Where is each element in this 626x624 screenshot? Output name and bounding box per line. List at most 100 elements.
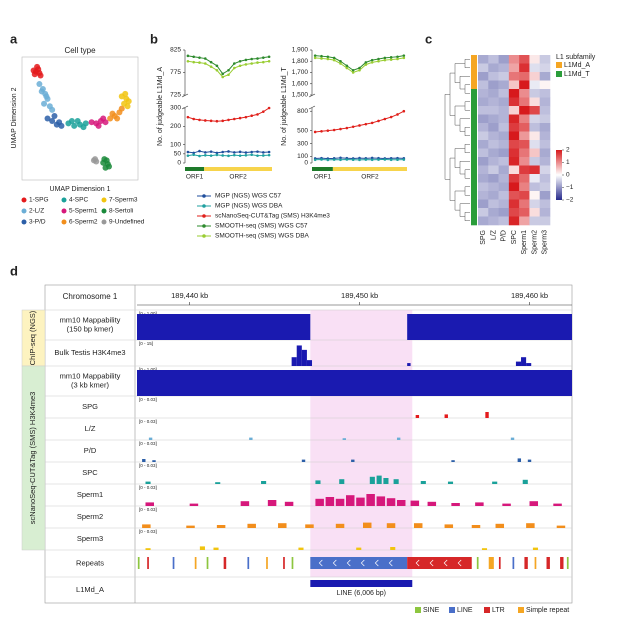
heatmap-cell (508, 114, 520, 124)
marker (215, 151, 219, 155)
point (38, 88, 45, 95)
repeat-block (534, 557, 537, 569)
marker (215, 64, 219, 68)
coverage-bar (420, 481, 426, 484)
marker (198, 154, 201, 158)
heatmap-cell (488, 182, 499, 192)
heatmap-cell (498, 174, 510, 183)
marker (358, 124, 361, 127)
legend-label: SMOOTH-seq (SMS) WGS DBA (215, 233, 310, 240)
coverage-bar (240, 501, 250, 506)
heatmap-cell (529, 55, 541, 64)
marker (377, 59, 380, 63)
marker (221, 154, 224, 157)
heatmap-cell (478, 131, 489, 141)
coverage-bar (142, 524, 151, 528)
row-annotation (471, 165, 477, 175)
heatmap-cell (539, 80, 551, 90)
coverage-bar (553, 503, 562, 506)
marker (198, 56, 201, 59)
coverage-bar (152, 460, 156, 462)
heatmap-cell (539, 63, 551, 73)
marker (192, 55, 195, 59)
row-annotation (471, 157, 477, 166)
heatmap-cell (478, 148, 489, 158)
y-tick-label: 200 (170, 123, 181, 130)
marker (345, 126, 349, 130)
colorbar-label: −1 (566, 184, 574, 191)
strand-arrow (346, 559, 351, 567)
marker (351, 71, 355, 74)
coverage-bar (306, 360, 313, 366)
strand-arrow (332, 559, 337, 567)
marker (267, 59, 271, 63)
legend-label: 7-Sperm3 (109, 197, 138, 204)
heatmap-cell (519, 63, 530, 73)
marker (233, 151, 236, 154)
repeat-block (310, 557, 408, 569)
coverage-bar (315, 498, 324, 506)
strand-arrow (429, 559, 434, 567)
heatmap-cell (519, 208, 530, 217)
marker (186, 150, 190, 154)
y-tick-label: 1,900 (292, 47, 309, 54)
marker (192, 151, 195, 155)
heatmap-cell (488, 208, 499, 217)
range-label: [0 - 0.03] (139, 485, 157, 490)
track-label: (150 bp kmer) (67, 324, 114, 333)
group-label: scNanoSeq-CUT&Tag (SMS) H3K4me3 (28, 392, 37, 525)
legend-marker (202, 204, 206, 208)
legend-marker (101, 219, 107, 225)
coverage-bar (247, 523, 256, 528)
marker (383, 56, 387, 60)
heatmap-cell (498, 182, 510, 192)
heatmap-cell (529, 165, 541, 175)
legend-marker (21, 208, 27, 214)
heatmap-cell (488, 174, 499, 183)
heatmap-cell (478, 97, 489, 107)
heatmap-cell (488, 106, 499, 115)
orf-bar (204, 167, 272, 171)
marker (396, 113, 399, 116)
heatmap-cell (508, 182, 520, 192)
heatmap-cell (529, 199, 541, 209)
heatmap-cell (508, 191, 520, 200)
heatmap-cell (519, 106, 530, 115)
marker (227, 154, 230, 158)
heatmap-cell (478, 63, 489, 73)
colorbar-label: 2 (566, 147, 570, 154)
marker (332, 56, 336, 60)
marker (192, 153, 195, 157)
point (106, 163, 112, 170)
row-annotation (471, 63, 477, 73)
heatmap-cell (488, 97, 499, 107)
heatmap-cell (498, 55, 510, 64)
marker (332, 158, 336, 161)
range-label: [0 - 0.03] (139, 441, 157, 446)
y-tick-label: 300 (297, 140, 308, 147)
legend-label: 9-Undefined (109, 219, 145, 226)
heatmap-cell (498, 157, 510, 166)
marker (256, 61, 259, 64)
column-label: Sperm3 (542, 230, 549, 255)
marker (238, 116, 242, 120)
y-axis-label: No. of judgeable L1Md_A (157, 67, 164, 146)
track-label: mm10 Mappability (60, 315, 121, 324)
heatmap-cell (539, 72, 551, 81)
point (103, 157, 110, 164)
legend-swatch (556, 62, 562, 68)
coverage-bar (249, 437, 253, 440)
heatmap-cell (498, 140, 510, 149)
x-axis-label: UMAP Dimension 1 (50, 186, 111, 193)
coverage-bar (521, 357, 527, 366)
coverage-bar (451, 503, 460, 506)
heatmap-cell (508, 106, 520, 115)
marker (383, 117, 387, 121)
colorbar-label: −2 (566, 197, 574, 204)
coverage-bar (186, 525, 195, 528)
marker (389, 58, 393, 61)
coverage-bar (510, 437, 515, 440)
point (36, 81, 43, 88)
x-tick-label: 189,450 kb (341, 291, 378, 300)
track-label: SPC (82, 468, 98, 477)
